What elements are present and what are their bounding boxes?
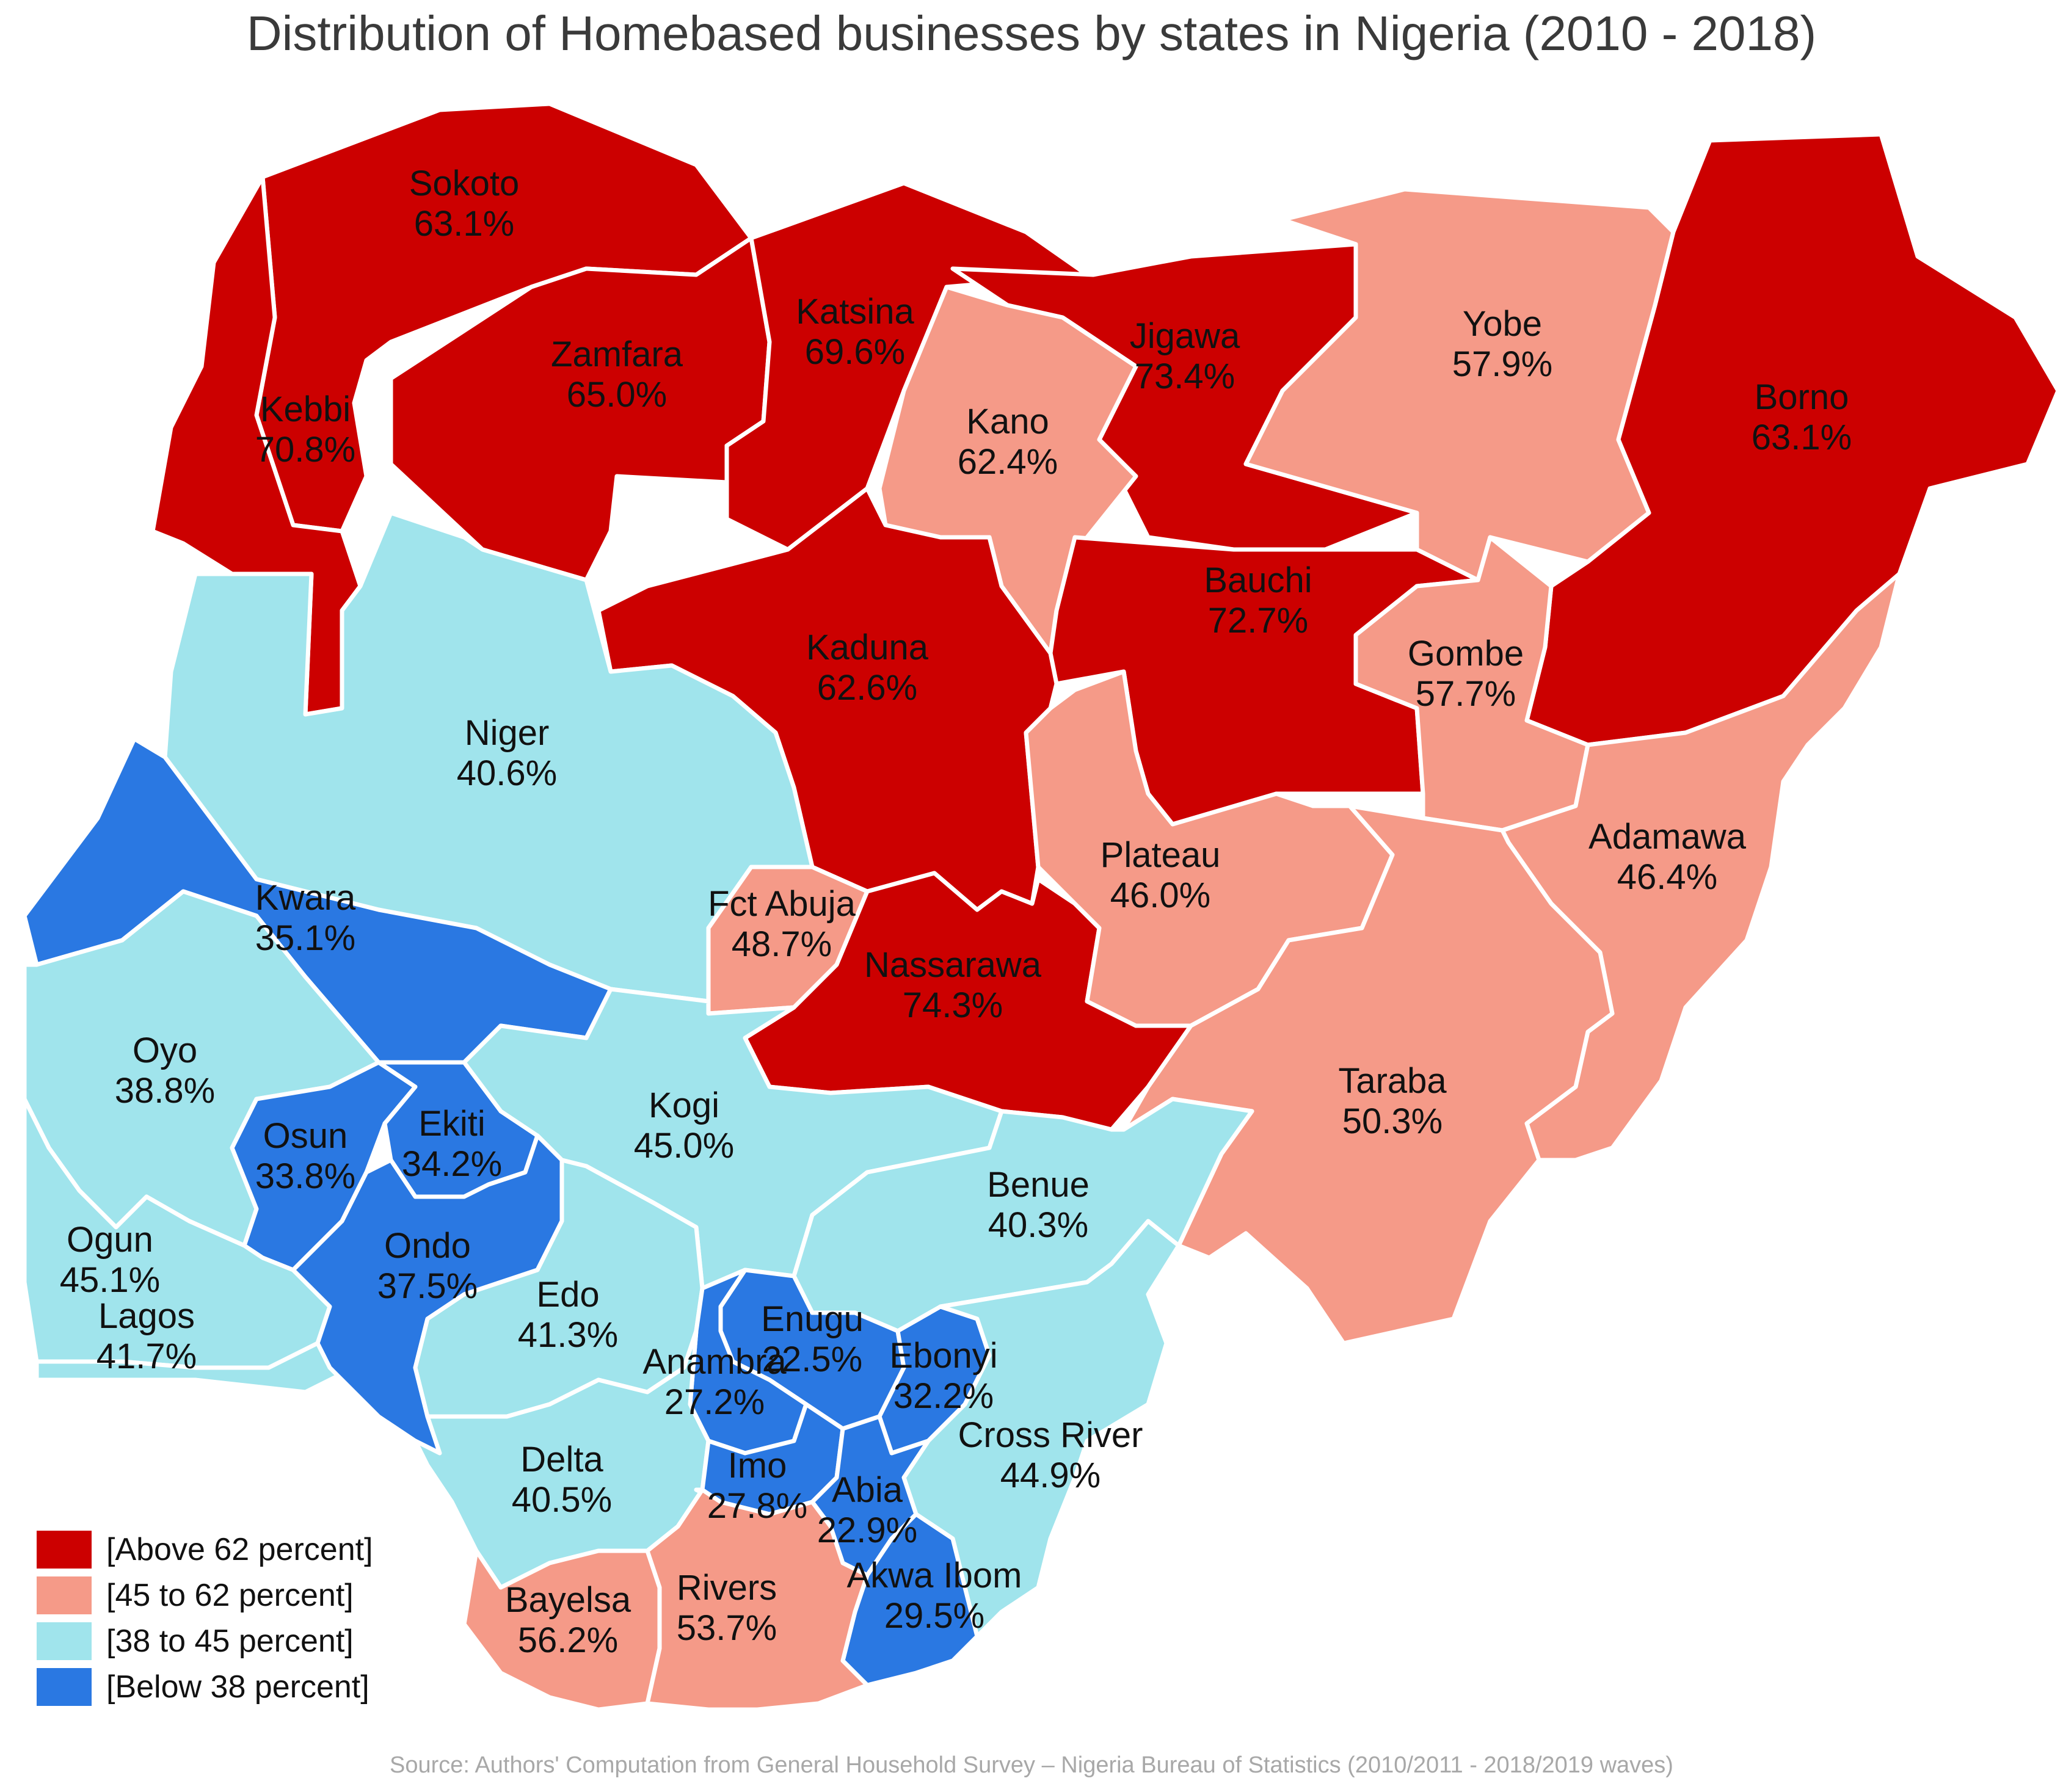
state-value-anambra: 27.2%	[664, 1382, 765, 1422]
state-value-oyo: 38.8%	[115, 1071, 215, 1111]
legend-label: [45 to 62 percent]	[106, 1577, 354, 1613]
state-name-zamfara: Zamfara	[551, 335, 683, 374]
source-note: Source: Authors' Computation from Genera…	[390, 1752, 1673, 1778]
state-value-cross-river: 44.9%	[1000, 1456, 1101, 1495]
state-name-ebonyi: Ebonyi	[889, 1336, 997, 1376]
state-name-kano: Kano	[966, 402, 1049, 441]
state-name-ondo: Ondo	[384, 1226, 471, 1266]
state-region-cross-river	[901, 1219, 1181, 1639]
state-value-yobe: 57.9%	[1452, 344, 1552, 384]
state-value-gombe: 57.7%	[1416, 674, 1516, 714]
state-value-imo: 27.8%	[707, 1486, 807, 1526]
map-legend: [Above 62 percent] [45 to 62 percent] [38 …	[37, 1526, 373, 1710]
state-name-akwa-ibom: Akwa Ibom	[847, 1556, 1022, 1595]
state-name-rivers: Rivers	[677, 1568, 777, 1608]
legend-item: [45 to 62 percent]	[37, 1572, 373, 1618]
state-value-fct-abuja: 48.7%	[732, 924, 832, 964]
state-name-kaduna: Kaduna	[806, 628, 929, 667]
legend-swatch	[37, 1667, 92, 1706]
legend-label: [Above 62 percent]	[106, 1531, 373, 1567]
state-value-kaduna: 62.6%	[817, 668, 917, 708]
legend-swatch	[37, 1622, 92, 1660]
state-name-borno: Borno	[1755, 377, 1849, 417]
state-value-plateau: 46.0%	[1110, 876, 1210, 915]
state-name-abia: Abia	[832, 1470, 903, 1510]
state-value-lagos: 41.7%	[96, 1337, 197, 1376]
state-name-delta: Delta	[520, 1440, 603, 1479]
state-value-kwara: 35.1%	[255, 918, 355, 958]
legend-item: [38 to 45 percent]	[37, 1618, 373, 1664]
state-value-kano: 62.4%	[958, 442, 1058, 482]
state-value-bauchi: 72.7%	[1208, 601, 1308, 640]
state-name-kogi: Kogi	[649, 1086, 719, 1125]
state-name-jigawa: Jigawa	[1130, 316, 1240, 356]
state-value-edo: 41.3%	[518, 1315, 618, 1355]
legend-item: [Below 38 percent]	[37, 1664, 373, 1710]
state-value-niger: 40.6%	[457, 753, 557, 793]
state-value-bayelsa: 56.2%	[518, 1620, 618, 1660]
state-value-ogun: 45.1%	[60, 1260, 160, 1300]
state-name-lagos: Lagos	[98, 1296, 195, 1336]
state-value-ebonyi: 32.2%	[893, 1376, 994, 1416]
state-name-taraba: Taraba	[1338, 1061, 1447, 1101]
state-value-borno: 63.1%	[1752, 418, 1852, 457]
state-name-ogun: Ogun	[67, 1220, 153, 1260]
state-name-edo: Edo	[536, 1275, 599, 1315]
state-name-katsina: Katsina	[796, 292, 914, 332]
state-value-jigawa: 73.4%	[1135, 357, 1235, 396]
state-name-oyo: Oyo	[133, 1031, 197, 1070]
state-name-plateau: Plateau	[1101, 835, 1221, 875]
legend-label: [Below 38 percent]	[106, 1669, 369, 1705]
state-value-enugu: 22.5%	[762, 1340, 862, 1379]
state-value-sokoto: 63.1%	[414, 204, 514, 244]
state-name-bauchi: Bauchi	[1204, 560, 1312, 600]
state-name-benue: Benue	[987, 1165, 1090, 1205]
state-name-anambra: Anambra	[642, 1342, 787, 1382]
state-name-kebbi: Kebbi	[260, 390, 351, 429]
legend-swatch	[37, 1530, 92, 1569]
state-value-delta: 40.5%	[512, 1480, 612, 1520]
legend-label: [38 to 45 percent]	[106, 1623, 354, 1659]
state-name-ekiti: Ekiti	[418, 1104, 486, 1144]
state-region-rivers	[645, 1487, 870, 1712]
state-name-gombe: Gombe	[1408, 634, 1524, 673]
state-name-kwara: Kwara	[255, 878, 356, 918]
state-value-osun: 33.8%	[255, 1156, 355, 1196]
state-value-rivers: 53.7%	[677, 1608, 777, 1648]
state-name-yobe: Yobe	[1463, 304, 1542, 344]
state-name-fct-abuja: Fct Abuja	[708, 884, 856, 924]
state-value-akwa-ibom: 29.5%	[884, 1596, 984, 1636]
state-name-adamawa: Adamawa	[1588, 817, 1747, 857]
map-title: Distribution of Homebased businesses by …	[246, 6, 1817, 60]
state-value-nassarawa: 74.3%	[903, 985, 1003, 1025]
state-value-taraba: 50.3%	[1342, 1101, 1443, 1141]
state-value-abia: 22.9%	[817, 1511, 917, 1550]
legend-item: [Above 62 percent]	[37, 1526, 373, 1572]
state-value-kogi: 45.0%	[634, 1126, 734, 1166]
state-name-imo: Imo	[728, 1446, 787, 1485]
state-value-ondo: 37.5%	[377, 1266, 478, 1306]
state-name-osun: Osun	[263, 1116, 348, 1156]
state-value-zamfara: 65.0%	[567, 375, 667, 415]
legend-swatch	[37, 1576, 92, 1614]
state-value-adamawa: 46.4%	[1617, 857, 1717, 897]
state-name-bayelsa: Bayelsa	[505, 1580, 631, 1620]
state-value-benue: 40.3%	[988, 1205, 1088, 1245]
state-name-niger: Niger	[465, 713, 550, 753]
state-name-enugu: Enugu	[761, 1299, 864, 1339]
state-name-nassarawa: Nassarawa	[864, 945, 1042, 985]
state-value-ekiti: 34.2%	[402, 1144, 502, 1184]
state-value-kebbi: 70.8%	[255, 430, 355, 470]
state-value-katsina: 69.6%	[805, 332, 905, 372]
state-name-sokoto: Sokoto	[409, 164, 520, 203]
state-name-cross-river: Cross River	[958, 1415, 1143, 1455]
